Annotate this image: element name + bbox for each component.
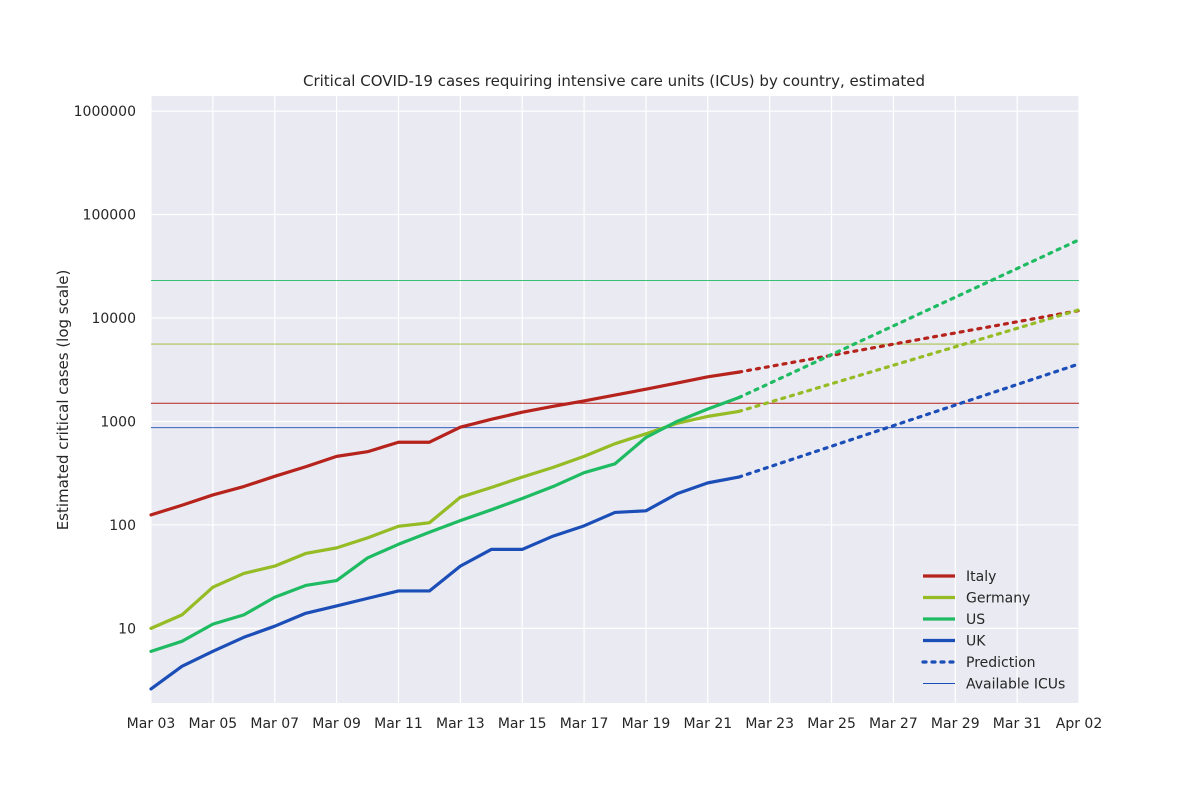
prediction-lines — [737, 238, 1081, 479]
x-tick-label: Mar 19 — [622, 716, 671, 732]
legend-label-germany: Germany — [966, 591, 1030, 607]
y-tick-label: 10 — [118, 621, 136, 637]
x-tick-label: Mar 11 — [374, 716, 423, 732]
x-tick-label: Mar 07 — [250, 716, 299, 732]
x-tick-label: Mar 29 — [931, 716, 980, 732]
legend-label-prediction: Prediction — [966, 655, 1036, 671]
y-tick-label: 100000 — [83, 208, 136, 224]
series-line-italy — [149, 370, 741, 517]
y-tick-label: 10000 — [91, 311, 136, 327]
x-tick-label: Mar 15 — [498, 716, 547, 732]
series-line-uk — [149, 475, 741, 691]
prediction-line-germany — [737, 308, 1081, 414]
prediction-line-italy — [737, 308, 1081, 374]
chart-title: Critical COVID-19 cases requiring intens… — [303, 72, 925, 90]
x-tick-label: Mar 03 — [127, 716, 176, 732]
legend: Italy Germany US UK Prediction Available ICUs — [921, 569, 1065, 693]
x-tick-label: Mar 09 — [312, 716, 361, 732]
legend-label-us: US — [966, 612, 985, 628]
x-tick-label: Apr 02 — [1056, 716, 1102, 732]
x-tick-label: Mar 25 — [807, 716, 856, 732]
y-tick-label: 1000000 — [74, 104, 136, 120]
series-lines — [149, 370, 741, 691]
available-icu-lines — [151, 280, 1079, 429]
grid — [150, 96, 1080, 703]
x-tick-label: Mar 23 — [745, 716, 794, 732]
x-axis-ticks: Mar 03 Mar 05 Mar 07 Mar 09 Mar 11 Mar 13 Mar … — [127, 716, 1103, 732]
legend-label-uk: UK — [966, 634, 986, 650]
y-axis-ticks: 10 100 1000 10000 100000 1000000 — [74, 104, 136, 637]
x-tick-label: Mar 21 — [683, 716, 732, 732]
series-line-us — [149, 396, 741, 653]
x-tick-label: Mar 17 — [560, 716, 609, 732]
prediction-line-us — [737, 238, 1081, 400]
x-tick-label: Mar 13 — [436, 716, 485, 732]
y-axis-label: Estimated critical cases (log scale) — [54, 270, 72, 531]
prediction-line-uk — [737, 362, 1081, 479]
x-tick-label: Mar 27 — [869, 716, 918, 732]
series-line-germany — [149, 409, 741, 630]
x-tick-label: Mar 31 — [993, 716, 1042, 732]
y-tick-label: 1000 — [100, 414, 136, 430]
y-tick-label: 100 — [109, 518, 136, 534]
legend-label-italy: Italy — [966, 569, 996, 585]
legend-label-available-icus: Available ICUs — [966, 677, 1065, 693]
x-tick-label: Mar 05 — [189, 716, 238, 732]
plot-area — [151, 96, 1079, 703]
